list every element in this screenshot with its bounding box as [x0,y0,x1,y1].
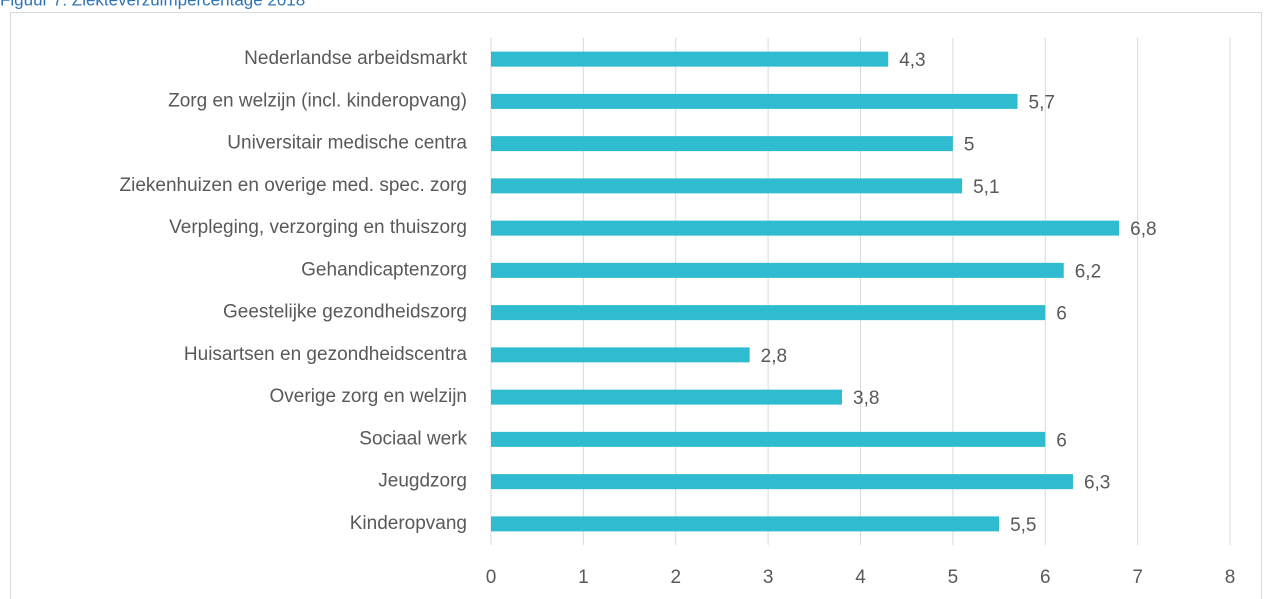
bar [491,262,1064,278]
x-tick-label: 8 [1225,567,1236,588]
x-tick-label: 0 [486,567,497,588]
y-tick-label: Huisartsen en gezondheidscentra [184,344,468,365]
x-tick-label: 2 [670,567,681,588]
value-label: 2,8 [761,346,787,367]
y-tick-label: Verpleging, verzorging en thuiszorg [169,217,467,238]
bar [491,347,750,363]
bar [491,51,889,67]
value-label: 4,3 [899,50,925,71]
y-tick-label: Ziekenhuizen en overige med. spec. zorg [120,175,467,196]
value-label: 5,7 [1029,92,1055,113]
bar [491,431,1046,447]
y-tick-label: Gehandicaptenzorg [301,259,467,280]
bar [491,389,843,405]
value-label: 3,8 [853,388,879,409]
y-tick-label: Sociaal werk [359,428,467,449]
value-label: 5,5 [1010,515,1036,536]
x-tick-label: 5 [948,567,959,588]
y-tick-label: Nederlandse arbeidsmarkt [244,48,468,69]
y-tick-label: Universitair medische centra [227,133,467,154]
bar [491,178,963,194]
x-tick-label: 7 [1132,567,1143,588]
bar [491,136,953,152]
y-tick-label: Zorg en welzijn (incl. kinderopvang) [168,90,467,111]
bar [491,305,1046,321]
x-tick-label: 1 [578,567,589,588]
value-label: 5 [964,135,975,156]
y-tick-label: Geestelijke gezondheidszorg [223,302,467,323]
value-label: 6,3 [1084,473,1110,494]
value-label: 5,1 [973,177,999,198]
value-label: 6 [1056,304,1067,325]
value-label: 6,2 [1075,261,1101,282]
x-tick-label: 3 [763,567,774,588]
y-tick-label: Jeugdzorg [378,471,467,492]
chart-title: Figuur 7: Ziekteverzuimpercentage 2018 [0,0,305,9]
value-label: 6,8 [1130,219,1156,240]
y-tick-label: Kinderopvang [350,513,467,534]
value-label: 6 [1056,430,1067,451]
x-tick-label: 6 [1040,567,1051,588]
bar [491,220,1120,236]
bar [491,516,1000,532]
y-tick-label: Overige zorg en welzijn [270,386,467,407]
bar [491,474,1073,490]
x-tick-label: 4 [855,567,866,588]
bar [491,93,1018,109]
